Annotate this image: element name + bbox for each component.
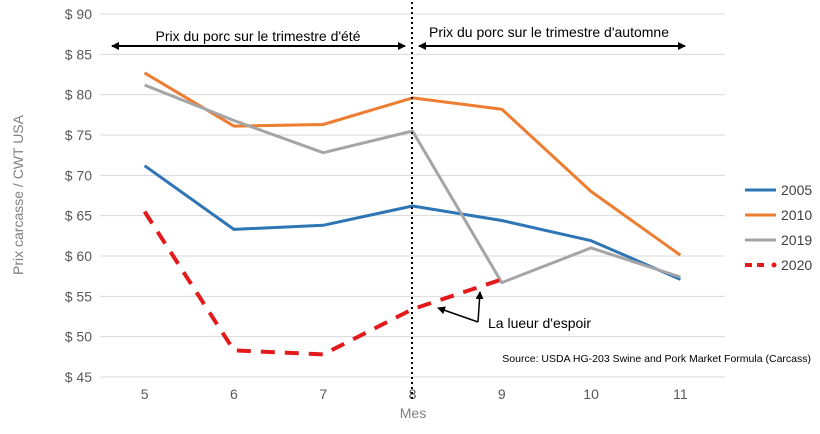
x-tick-label: 6 — [230, 386, 238, 402]
x-axis-ticks: 567891011 — [141, 386, 688, 402]
y-tick-label: $ 50 — [65, 329, 92, 345]
series-line-2019 — [144, 83, 681, 285]
x-tick-label: 10 — [583, 386, 599, 402]
legend-item-2005: 2005 — [745, 182, 812, 198]
legend-swatch-dot — [771, 262, 777, 268]
x-tick-label: 5 — [141, 386, 149, 402]
legend-label: 2010 — [781, 207, 812, 223]
legend-label: 2005 — [781, 182, 812, 198]
y-tick-label: $ 45 — [65, 369, 92, 385]
hope-annotation: La lueur d'espoir — [437, 291, 591, 331]
series-line-2020 — [142, 210, 503, 357]
y-axis-ticks: $ 45 $ 50 $ 55 $ 60 $ 65 $ 70 $ 75 $ 80 $ 85 $ 90 — [65, 6, 92, 385]
series-line-2005 — [143, 164, 681, 281]
y-tick-label: $ 90 — [65, 6, 92, 22]
hope-arrow-left — [437, 306, 479, 323]
summer-quarter-annotation: Prix du porc sur le trimestre d'été — [111, 28, 406, 50]
autumn-quarter-label: Prix du porc sur le trimestre d'automne — [429, 24, 669, 40]
y-tick-label: $ 85 — [65, 46, 92, 62]
y-tick-label: $ 75 — [65, 127, 92, 143]
y-tick-label: $ 80 — [65, 87, 92, 103]
y-tick-label: $ 70 — [65, 167, 92, 183]
legend: 2005 2010 2019 2020 — [745, 182, 812, 273]
y-tick-label: $ 65 — [65, 208, 92, 224]
y-axis-title: Prix carcasse / CWT USA — [10, 114, 26, 275]
y-tick-label: $ 60 — [65, 248, 92, 264]
y-tick-label: $ 55 — [65, 288, 92, 304]
legend-label: 2019 — [781, 232, 812, 248]
legend-label: 2020 — [781, 257, 812, 273]
gridlines — [100, 13, 725, 378]
x-tick-label: 11 — [673, 386, 688, 402]
autumn-quarter-annotation: Prix du porc sur le trimestre d'automne — [418, 24, 686, 50]
x-tick-label: 9 — [498, 386, 506, 402]
hope-label: La lueur d'espoir — [488, 315, 591, 331]
legend-item-2019: 2019 — [745, 232, 812, 248]
hope-arrow-up — [475, 291, 484, 323]
legend-item-2010: 2010 — [745, 207, 812, 223]
source-note: Source: USDA HG-203 Swine and Pork Marke… — [502, 353, 811, 365]
legend-item-2020: 2020 — [745, 257, 812, 273]
x-tick-label: 7 — [319, 386, 327, 402]
summer-quarter-label: Prix du porc sur le trimestre d'été — [156, 28, 361, 44]
x-axis-title: Mes — [400, 405, 426, 421]
